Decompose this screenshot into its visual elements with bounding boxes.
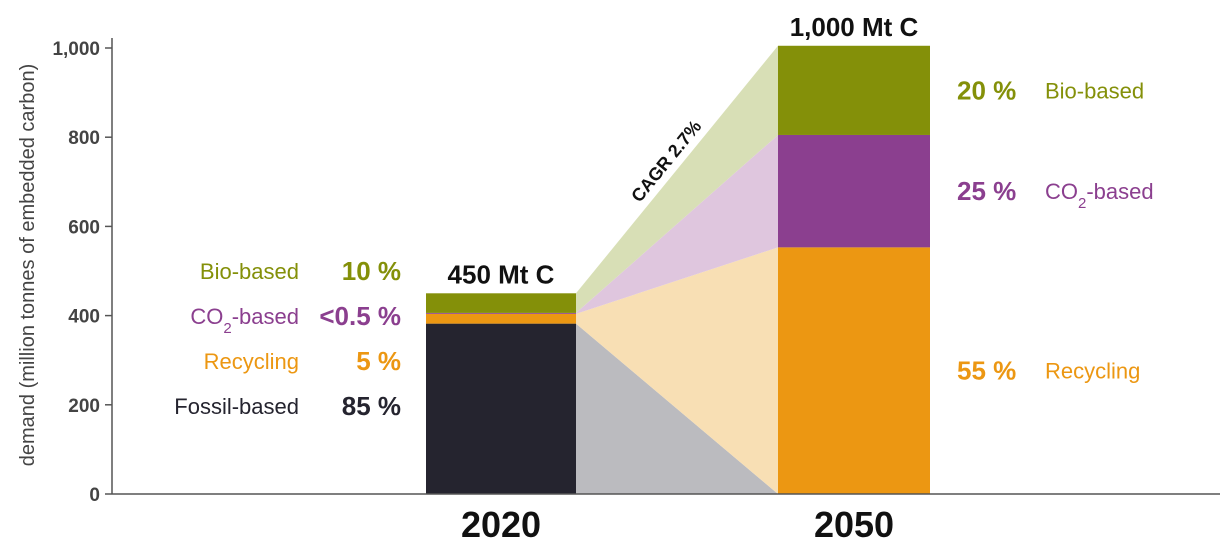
segment-name-2050: Bio-based	[1045, 78, 1144, 103]
bar-segment-co2-based-2050	[778, 134, 930, 248]
flow-band-bio-based	[576, 45, 778, 313]
y-axis-title: demand (million tonnes of embedded carbo…	[17, 64, 39, 466]
y-tick-label: 0	[89, 485, 100, 506]
x-category-label: 2020	[461, 504, 541, 540]
percent-label-2050: 20 %	[957, 75, 1016, 105]
percent-label-2020: 10 %	[342, 256, 401, 286]
y-ticks: 0 200 400 600 800 1,000	[52, 39, 112, 506]
percent-label-2020: 5 %	[356, 346, 401, 376]
stacked-bars	[426, 45, 930, 494]
bar-segment-co2-based-2020	[426, 312, 576, 314]
legend-name-2020: Bio-based	[200, 259, 299, 284]
flow-bands	[576, 45, 778, 494]
bar-segment-bio-based-2020	[426, 293, 576, 313]
segment-name-2050: Recycling	[1045, 359, 1140, 384]
legend-name-2020: Recycling	[204, 349, 299, 374]
flow-band-co2-based	[576, 134, 778, 314]
legend-name-2020: CO2-based	[190, 304, 299, 337]
legend-name-2020: Fossil-based	[174, 394, 299, 419]
bar-segment-recycling-2050	[778, 247, 930, 494]
total-label: 450 Mt C	[448, 259, 555, 289]
percent-label-2050: 25 %	[957, 176, 1016, 206]
y-tick-label: 600	[68, 217, 100, 238]
x-category-label: 2050	[814, 504, 894, 540]
total-label: 1,000 Mt C	[790, 12, 919, 42]
y-tick-label: 800	[68, 128, 100, 149]
percent-label-2020: 85 %	[342, 391, 401, 421]
flow-band-recycling	[576, 247, 778, 494]
bar-segment-fossil-based-2020	[426, 323, 576, 494]
y-tick-label: 400	[68, 307, 100, 328]
percent-label-2050: 55 %	[957, 356, 1016, 386]
percent-label-2020: <0.5 %	[319, 301, 401, 331]
axes: 0 200 400 600 800 1,000 demand (million tonne…	[17, 38, 1220, 506]
segment-name-2050: CO2-based	[1045, 179, 1154, 212]
bar-segment-bio-based-2050	[778, 45, 930, 135]
bar-segment-recycling-2020	[426, 313, 576, 324]
y-tick-label: 200	[68, 396, 100, 417]
y-tick-label: 1,000	[52, 39, 100, 60]
